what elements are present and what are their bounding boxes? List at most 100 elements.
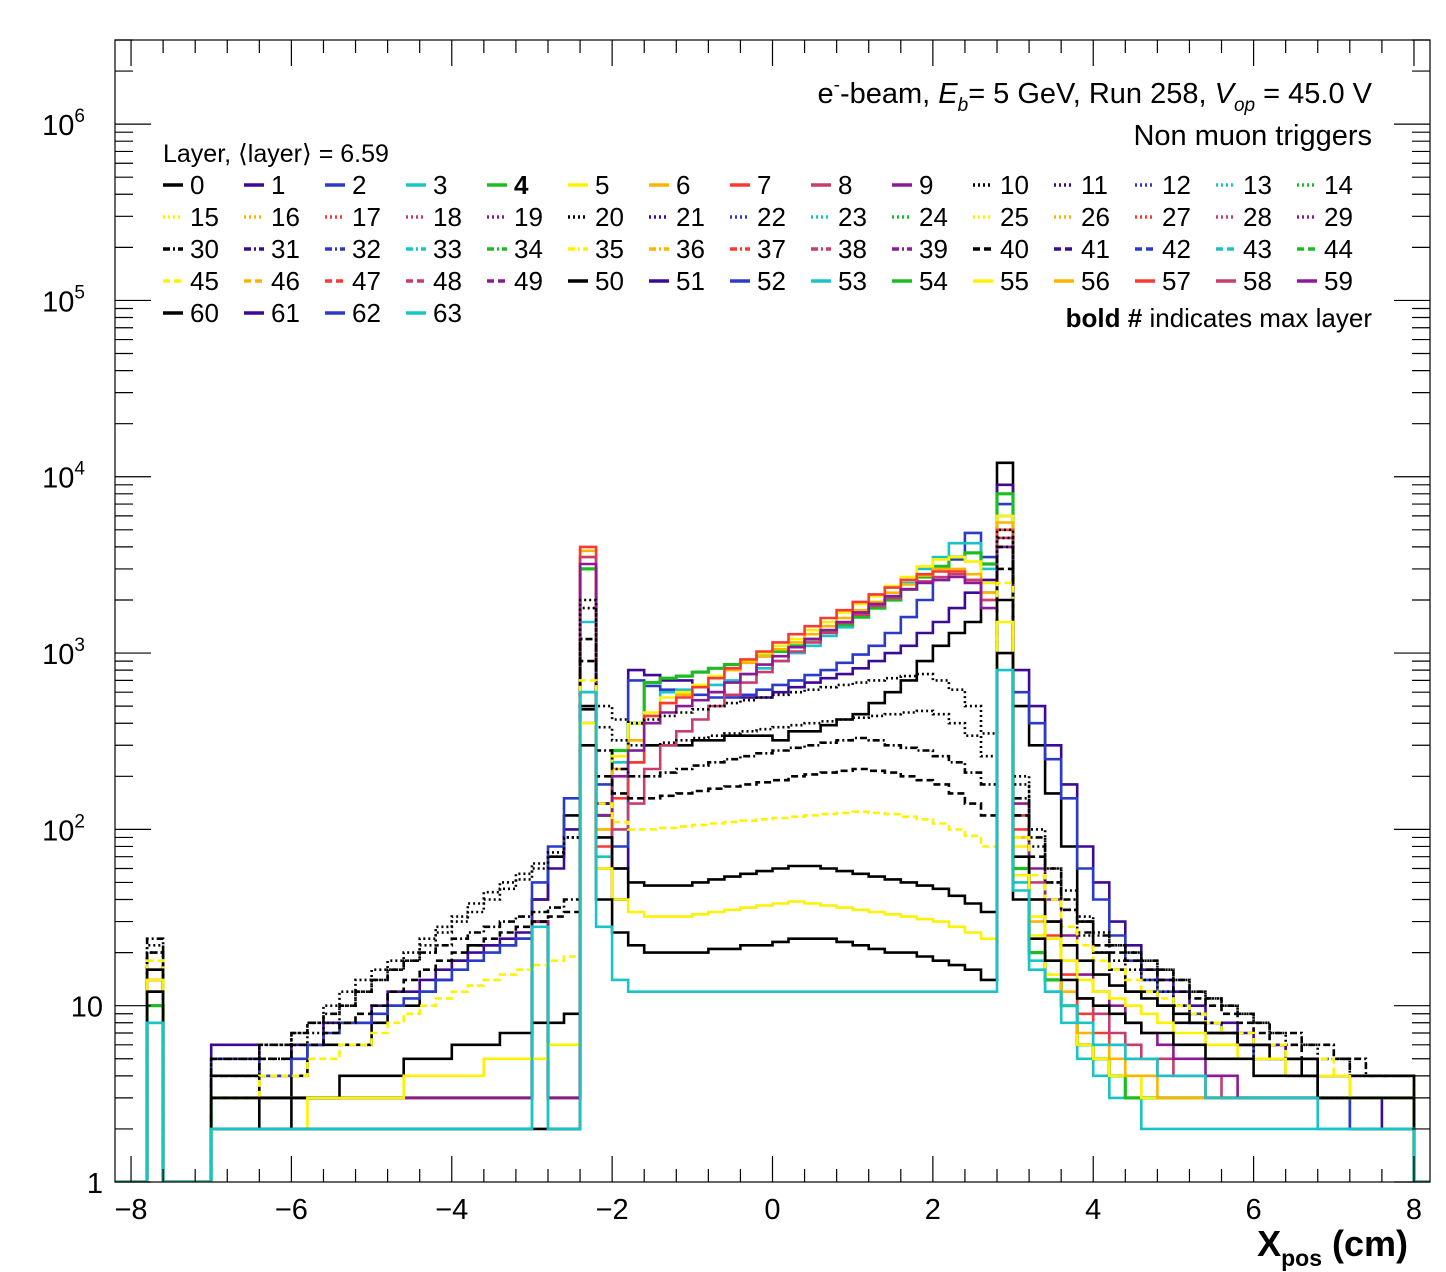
y-tick-label: 102 xyxy=(42,811,85,847)
series-layer-63 xyxy=(115,668,1430,1182)
legend-label-24: 24 xyxy=(919,202,948,232)
legend-label-49: 49 xyxy=(514,266,543,296)
x-tick-label: 6 xyxy=(1246,1194,1262,1226)
legend-label-21: 21 xyxy=(676,202,705,232)
legend-note: bold # indicates max layer xyxy=(1066,303,1373,333)
legend-label-56: 56 xyxy=(1081,266,1110,296)
series-layer-1 xyxy=(115,483,1430,1182)
legend-label-13: 13 xyxy=(1243,170,1272,200)
legend-label-45: 45 xyxy=(190,266,219,296)
legend-label-11: 11 xyxy=(1081,170,1108,200)
legend-label-15: 15 xyxy=(190,202,219,232)
y-tick-label: 10 xyxy=(71,992,103,1024)
legend-label-61: 61 xyxy=(271,298,300,328)
legend-label-51: 51 xyxy=(676,266,705,296)
legend-label-18: 18 xyxy=(433,202,462,232)
legend-label-35: 35 xyxy=(595,234,624,264)
legend-label-52: 52 xyxy=(757,266,786,296)
series-layer-9 xyxy=(115,545,1430,1182)
x-tick-label: 2 xyxy=(925,1194,941,1226)
legend-label-7: 7 xyxy=(757,170,771,200)
legend-label-28: 28 xyxy=(1243,202,1272,232)
legend-label-17: 17 xyxy=(352,202,381,232)
legend-label-22: 22 xyxy=(757,202,786,232)
legend-label-36: 36 xyxy=(676,234,705,264)
legend-label-54: 54 xyxy=(919,266,948,296)
y-tick-label: 104 xyxy=(42,459,85,495)
chart-title: e--beam, Eb= 5 GeV, Run 258, Vop = 45.0 … xyxy=(817,75,1372,116)
legend-label-10: 10 xyxy=(1000,170,1029,200)
x-tick-label: 0 xyxy=(764,1194,780,1226)
legend-label-33: 33 xyxy=(433,234,462,264)
legend-label-44: 44 xyxy=(1324,234,1353,264)
legend-label-39: 39 xyxy=(919,234,948,264)
series-layer-40 xyxy=(115,567,1430,1182)
x-tick-label: −4 xyxy=(435,1194,468,1226)
x-tick-label: −6 xyxy=(275,1194,308,1226)
legend-label-50: 50 xyxy=(595,266,624,296)
legend-label-55: 55 xyxy=(1000,266,1029,296)
legend-label-57: 57 xyxy=(1162,266,1191,296)
legend-label-12: 12 xyxy=(1162,170,1191,200)
legend-label-31: 31 xyxy=(271,234,300,264)
legend-label-14: 14 xyxy=(1324,170,1353,200)
x-axis-title: Xpos (cm) xyxy=(1257,1223,1408,1271)
legend-label-8: 8 xyxy=(838,170,852,200)
legend-label-41: 41 xyxy=(1081,234,1110,264)
series-layer-50 xyxy=(115,598,1430,1182)
legend-label-40: 40 xyxy=(1000,234,1029,264)
y-tick-label: 103 xyxy=(42,635,85,671)
plot-frame xyxy=(114,39,1431,1183)
series-layer-45 xyxy=(115,581,1430,1182)
legend-label-46: 46 xyxy=(271,266,300,296)
legend-label-48: 48 xyxy=(433,266,462,296)
legend-label-38: 38 xyxy=(838,234,867,264)
series-layer-30 xyxy=(115,545,1430,1182)
legend-header: Layer, ⟨layer⟩ = 6.59 xyxy=(163,140,389,168)
y-tick-label: 105 xyxy=(42,282,85,318)
legend-label-43: 43 xyxy=(1243,234,1272,264)
legend-label-63: 63 xyxy=(433,298,462,328)
legend-label-58: 58 xyxy=(1243,266,1272,296)
legend-label-9: 9 xyxy=(919,170,933,200)
legend-label-29: 29 xyxy=(1324,202,1353,232)
legend-label-42: 42 xyxy=(1162,234,1191,264)
legend-label-27: 27 xyxy=(1162,202,1191,232)
series-layer xyxy=(115,461,1430,1182)
legend-label-47: 47 xyxy=(352,266,381,296)
series-layer-55 xyxy=(115,620,1430,1182)
x-tick-label: 4 xyxy=(1085,1194,1101,1226)
legend-label-5: 5 xyxy=(595,170,609,200)
legend-label-59: 59 xyxy=(1324,266,1353,296)
legend-label-6: 6 xyxy=(676,170,690,200)
axis-ticks xyxy=(115,39,1430,1183)
x-tick-label: 8 xyxy=(1406,1194,1422,1226)
legend-label-16: 16 xyxy=(271,202,300,232)
chart-subtitle: Non muon triggers xyxy=(1133,120,1372,152)
y-tick-label: 106 xyxy=(42,106,85,142)
legend-label-62: 62 xyxy=(352,298,381,328)
y-tick-label: 1 xyxy=(87,1168,103,1200)
legend-label-30: 30 xyxy=(190,234,219,264)
legend-label-1: 1 xyxy=(271,170,285,200)
legend-label-2: 2 xyxy=(352,170,366,200)
legend-label-0: 0 xyxy=(190,170,204,200)
legend-label-60: 60 xyxy=(190,298,219,328)
legend-label-26: 26 xyxy=(1081,202,1110,232)
legend-label-4: 4 xyxy=(514,170,529,200)
legend-label-53: 53 xyxy=(838,266,867,296)
legend-label-32: 32 xyxy=(352,234,381,264)
legend-label-20: 20 xyxy=(595,202,624,232)
x-tick-label: −2 xyxy=(596,1194,629,1226)
legend-label-34: 34 xyxy=(514,234,543,264)
legend-label-3: 3 xyxy=(433,170,447,200)
x-tick-label: −8 xyxy=(114,1194,147,1226)
legend-label-23: 23 xyxy=(838,202,867,232)
legend-label-25: 25 xyxy=(1000,202,1029,232)
legend-label-37: 37 xyxy=(757,234,786,264)
legend-label-19: 19 xyxy=(514,202,543,232)
